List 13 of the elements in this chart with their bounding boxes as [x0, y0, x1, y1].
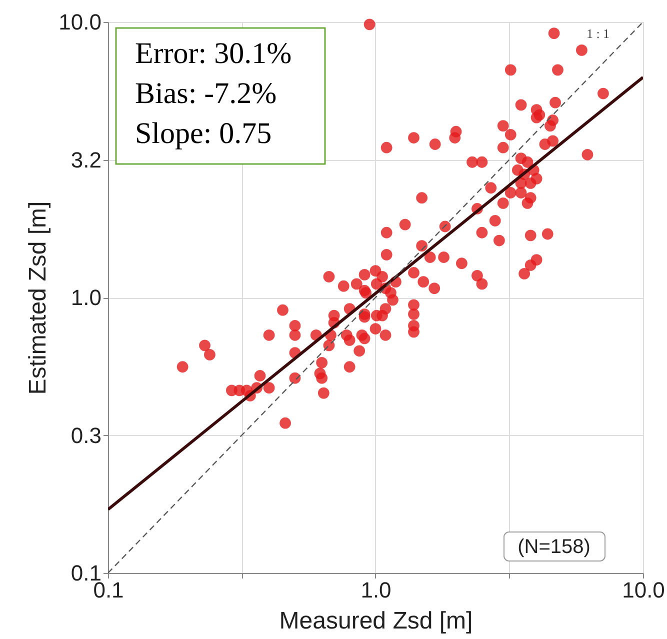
y-tick-label: 1.0 — [70, 285, 102, 310]
x-tick-label: 10.0 — [622, 578, 665, 602]
annotation: Error: 30.1% — [135, 37, 292, 70]
series-label: 1 : 1 — [586, 26, 610, 41]
y-tick-label: 10.0 — [58, 10, 102, 34]
y-tick-label: 3.2 — [70, 147, 102, 172]
y-axis-title: Estimated Zsd [m] — [24, 201, 52, 395]
annotation: Bias: -7.2% — [135, 77, 277, 110]
x-tick-label: 1.0 — [360, 578, 392, 602]
annotation: Slope: 0.75 — [135, 117, 272, 150]
annotation: (N=158) — [518, 536, 590, 558]
x-axis-title: Measured Zsd [m] — [279, 608, 473, 634]
y-tick-label: 0.3 — [70, 422, 102, 448]
